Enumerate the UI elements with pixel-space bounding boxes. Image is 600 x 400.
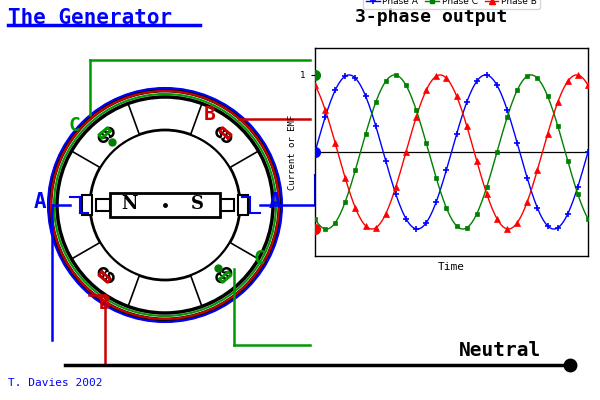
Text: A: A <box>269 192 281 212</box>
Bar <box>96 199 110 211</box>
Circle shape <box>50 90 280 320</box>
FancyBboxPatch shape <box>110 193 220 217</box>
Text: S: S <box>191 195 203 213</box>
Text: C: C <box>254 249 265 268</box>
Text: T. Davies 2002: T. Davies 2002 <box>8 378 103 388</box>
Text: B: B <box>203 105 215 124</box>
Text: The Generator: The Generator <box>8 8 172 28</box>
Wedge shape <box>73 104 139 168</box>
Wedge shape <box>191 242 257 306</box>
Bar <box>82 195 92 215</box>
Circle shape <box>90 130 240 280</box>
Circle shape <box>57 97 273 313</box>
Text: B: B <box>98 294 110 313</box>
Text: A: A <box>34 192 46 212</box>
X-axis label: Time: Time <box>438 262 465 272</box>
Bar <box>220 199 234 211</box>
Text: N: N <box>122 195 138 213</box>
Text: Neutral: Neutral <box>459 340 541 360</box>
Y-axis label: Current or EMF: Current or EMF <box>289 114 298 190</box>
Text: C: C <box>69 116 80 135</box>
Wedge shape <box>191 104 257 168</box>
Legend: Phase A, Phase C, Phase B: Phase A, Phase C, Phase B <box>364 0 539 9</box>
Text: 3-phase output: 3-phase output <box>355 8 507 26</box>
Wedge shape <box>73 242 139 306</box>
Bar <box>238 195 248 215</box>
